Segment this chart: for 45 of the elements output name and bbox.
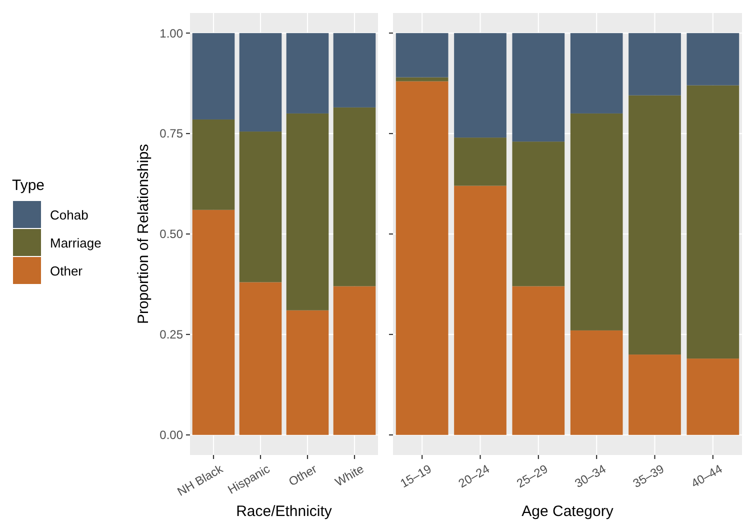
bar xyxy=(570,33,623,114)
bar xyxy=(512,286,565,435)
bar xyxy=(239,33,282,132)
x-axis-title: Race/Ethnicity xyxy=(236,503,332,520)
y-tick-label: 1.00 xyxy=(160,26,184,40)
legend-label: Cohab xyxy=(50,208,88,223)
bar xyxy=(396,33,448,78)
bar xyxy=(454,186,506,435)
legend-label: Marriage xyxy=(50,236,102,251)
legend-title: Type xyxy=(12,177,45,194)
bar xyxy=(239,132,282,282)
bar xyxy=(396,81,448,435)
bar xyxy=(628,95,681,355)
bar xyxy=(396,77,448,82)
bar xyxy=(192,119,235,210)
bar xyxy=(570,113,623,330)
bar xyxy=(286,113,329,310)
bar xyxy=(628,354,681,435)
y-tick-label: 0.50 xyxy=(160,227,184,242)
y-tick-label: 0.00 xyxy=(160,428,184,442)
bar xyxy=(239,282,282,435)
bar xyxy=(454,33,506,138)
y-tick-label: 0.25 xyxy=(160,328,184,342)
bar xyxy=(628,33,681,96)
legend-label: Other xyxy=(50,264,84,279)
x-tick-label: White xyxy=(332,462,366,490)
y-tick-label: 0.75 xyxy=(160,126,184,141)
bar xyxy=(333,286,376,435)
bar xyxy=(192,210,235,435)
bar xyxy=(286,310,329,435)
x-tick-label: Other xyxy=(286,462,320,489)
bar xyxy=(333,107,376,286)
bar xyxy=(512,142,565,286)
x-tick-label: NH Black xyxy=(174,461,226,499)
bar xyxy=(454,138,506,186)
bar xyxy=(686,85,740,359)
bar xyxy=(286,33,329,114)
bar xyxy=(333,33,376,108)
bar xyxy=(570,330,623,435)
bar xyxy=(512,33,565,142)
y-axis-title: Proportion of Relationships xyxy=(135,144,152,324)
x-axis-title: Age Category xyxy=(522,503,614,520)
bar xyxy=(192,33,235,120)
bar xyxy=(686,33,740,86)
bar xyxy=(686,358,740,435)
